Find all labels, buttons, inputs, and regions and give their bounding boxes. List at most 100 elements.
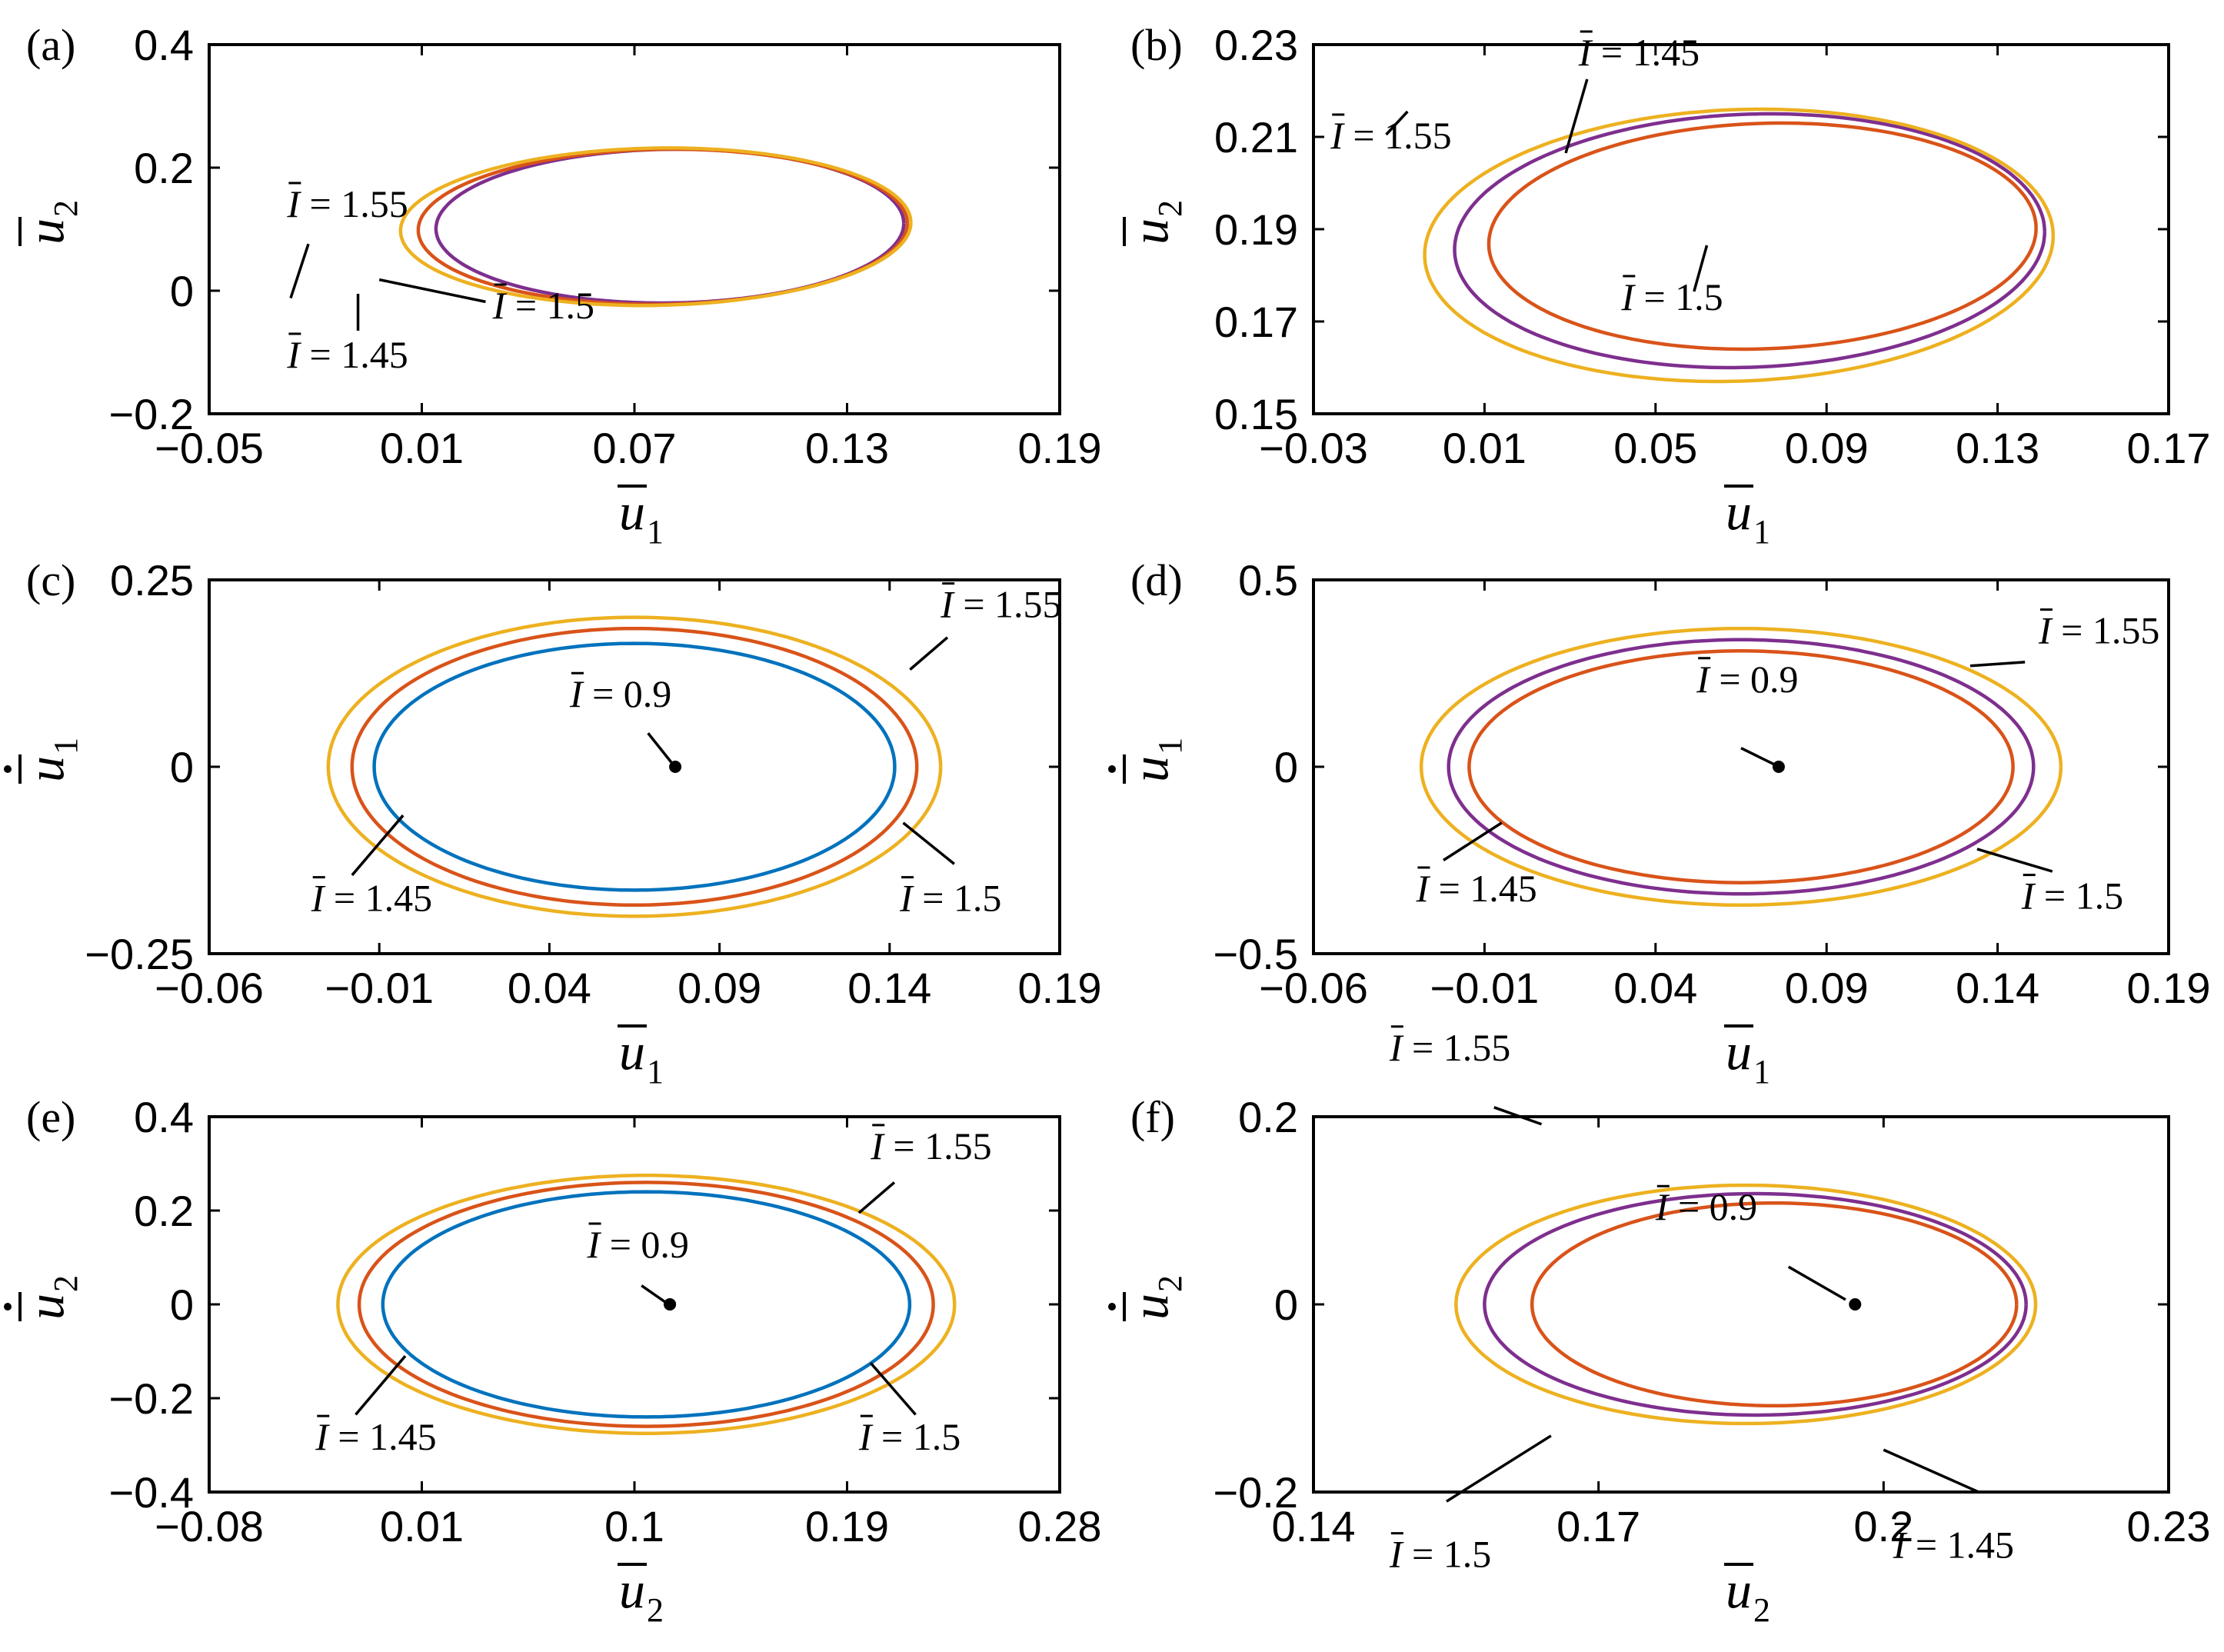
y-tick-label: −0.2 [1213,1468,1298,1517]
panel-label: (e) [26,1092,75,1142]
annotation: I = 0.9 [1655,1184,1846,1301]
annotation-leader-line [1969,661,2026,668]
x-tick-label: 0.23 [2127,1502,2211,1550]
y-axis-label-subscript: 2 [47,1275,85,1292]
x-axis-label-subscript: 2 [1753,1591,1770,1629]
y-tick-label: 0.2 [134,144,194,192]
x-tick-label: 0.19 [805,1502,889,1550]
y-tick-label: 0 [170,267,194,315]
x-axis-label: u [1726,1022,1752,1081]
x-tick-label: 0.09 [678,964,761,1012]
x-tick-label: 0.09 [1785,424,1869,472]
annotation-label: I = 1.45 [1578,31,1700,74]
plot-area [1423,107,2056,384]
annotation: I = 0.9 [587,1222,689,1304]
panel-a: I = 1.55 I = 1.5 I = 1.45 −0.05 0.01 0.07 0.13… [16,20,1102,551]
x-axis-label: u [619,1022,645,1081]
annotation-leader-line [351,814,405,877]
annotation: I = 1.45 [1415,821,1537,910]
x-tick-label: 0.04 [508,964,591,1012]
annotation: I = 0.9 [1696,657,1799,767]
annotation: I = 1.5 [378,278,594,327]
annotation-label: I = 1.5 [899,877,1001,920]
annotation-leader-line [1693,245,1709,292]
panel-c: I = 1.55 I = 0.9 I = 1.45 I = 1.5 −0.06 −0.01… [4,555,1102,1091]
panel-label: (c) [26,555,75,605]
plot-area [336,1174,957,1436]
y-tick-label: 0 [170,1281,194,1329]
series-2-curve [350,626,919,908]
x-tick-label: 0.2 [1853,1502,1913,1550]
annotation-leader-line [1446,1434,1552,1503]
x-tick-label: 0.01 [380,424,464,472]
annotation: I = 1.55 [857,1124,992,1214]
annotation-label: I = 0.9 [1655,1185,1757,1228]
x-tick-label: 0.05 [1613,424,1697,472]
x-tick-label: 0.07 [593,424,677,472]
series-3-curve [398,146,913,308]
series-2-curve [357,1181,935,1428]
annotation-label: I = 1.55 [1389,1026,1510,1069]
annotation-leader-line [869,1362,917,1416]
annotation-label: I = 1.5 [1389,1533,1491,1576]
annotation: I = 1.55 [1389,1025,1543,1126]
y-axis-label-subscript: 2 [47,200,85,217]
y-axis-label-text: u [16,756,75,782]
x-tick-label: 0.17 [2127,424,2211,472]
annotation: I = 1.45 [1883,1448,2014,1566]
y-axis-label: u1 [4,738,85,784]
x-axis-label-subscript: 2 [647,1591,664,1629]
annotation-leader-line [1443,821,1503,861]
x-axis-label: u [1726,482,1752,541]
series-2-curve [1447,638,2036,896]
x-tick-label: 0.01 [1443,424,1527,472]
annotation-label: I = 1.55 [870,1124,991,1167]
x-tick-label: −0.01 [1430,964,1540,1012]
y-tick-label: 0.2 [1238,1093,1298,1141]
y-tick-label: −0.2 [108,390,194,438]
annotation: I = 1.45 [1564,30,1700,154]
series-1-curve [1530,1201,2019,1408]
annotation-label: I = 1.55 [2038,609,2159,652]
y-tick-label: 0.4 [134,1093,194,1141]
annotation: I = 1.45 [286,294,408,376]
y-tick-label: 0.25 [110,556,194,605]
annotation-leader-line [1883,1448,1979,1494]
x-axis-label-subscript: 1 [1753,1053,1770,1091]
annotation: I = 1.5 [1389,1434,1552,1576]
plot-area [1419,626,2063,908]
annotation-leader-line [1976,848,2053,873]
y-tick-label: 0 [170,743,194,791]
annotation: I = 1.55 [1330,110,1452,157]
x-tick-label: 0.17 [1556,1502,1640,1550]
y-axis-label-text: u [1120,756,1179,782]
annotation-leader-line [641,1284,666,1304]
series-3-curve [1419,626,2063,908]
marker-point [1772,761,1785,773]
x-tick-label: 0.19 [1018,964,1102,1012]
annotation-leader-line [1740,747,1776,767]
y-tick-label: −0.5 [1213,930,1298,978]
x-tick-label: −0.08 [155,1502,264,1550]
y-axis-label-dot [1108,1303,1116,1311]
panel-label: (d) [1130,555,1183,605]
panel-b: I = 1.45 I = 1.55 I = 1.5 −0.03 0.01 0.05 0.09… [1120,20,2211,551]
y-tick-label: 0.17 [1214,298,1298,346]
annotation-leader-line [289,243,310,299]
panel-d: I = 1.55 I = 0.9 I = 1.45 I = 1.5 −0.06 −0.01… [1108,555,2211,1091]
x-axis-label-subscript: 1 [647,513,664,551]
panel-label: (f) [1130,1092,1175,1142]
y-axis-label: u2 [1108,1275,1189,1321]
y-tick-label: 0 [1274,1281,1298,1329]
series-3-curve [326,615,943,918]
y-axis-label-dot [4,1303,12,1311]
x-tick-label: 0.04 [1613,964,1697,1012]
y-axis-label-text: u [16,1294,75,1320]
marker-point [669,761,682,773]
y-tick-label: 0.15 [1214,390,1298,438]
x-axis-label-subscript: 1 [647,1053,664,1091]
annotation-label: I = 1.45 [311,877,432,920]
series-3-curve [1423,107,2056,384]
annotation-leader-line [647,732,674,764]
x-axis-label: u [619,482,645,541]
